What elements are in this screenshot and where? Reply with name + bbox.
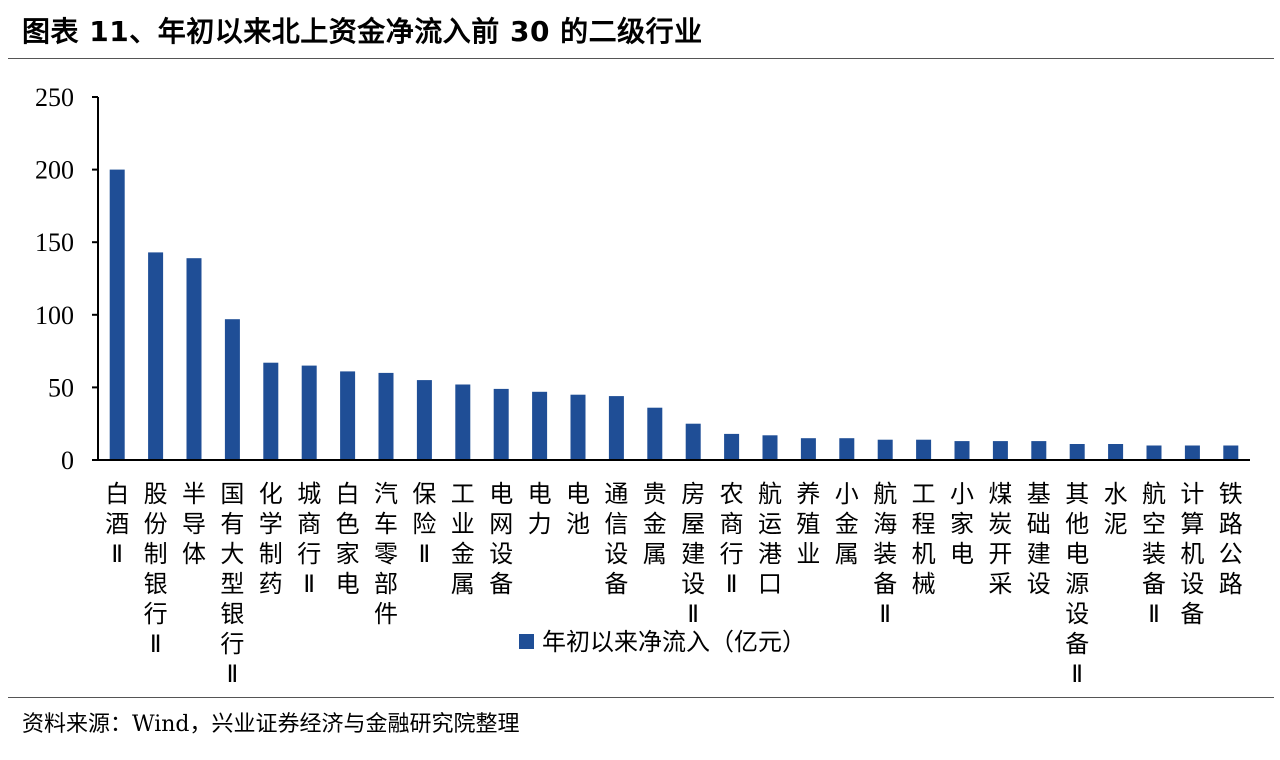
category-label: 汽车零部件 xyxy=(374,480,398,628)
category-label: 保险 Ⅱ xyxy=(412,480,436,568)
bar xyxy=(762,435,778,460)
category-label: 基础建设 xyxy=(1027,480,1051,598)
bar xyxy=(224,319,240,460)
category-label: 航运港口 xyxy=(758,480,782,598)
category-label: 股份制银行 Ⅱ xyxy=(144,480,168,658)
category-label: 化学制药 xyxy=(259,480,283,598)
bar xyxy=(148,252,164,460)
category-label: 贵金属 xyxy=(643,480,667,568)
bar xyxy=(1108,444,1124,460)
legend-swatch xyxy=(519,634,534,649)
category-label: 航海装备 Ⅱ xyxy=(873,480,897,628)
category-label: 农商行 Ⅱ xyxy=(720,480,744,598)
y-tick-label: 100 xyxy=(35,301,74,330)
y-tick-label: 50 xyxy=(48,373,74,402)
footer-divider xyxy=(8,697,1274,698)
category-label: 其他电源设备 Ⅱ xyxy=(1065,480,1089,688)
bar xyxy=(263,362,279,460)
category-label: 养殖业 xyxy=(796,480,820,568)
bar xyxy=(416,380,432,460)
bar xyxy=(916,439,932,460)
bar xyxy=(608,396,624,460)
category-label: 工业金属 xyxy=(451,480,475,598)
source-note: 资料来源：Wind，兴业证券经济与金融研究院整理 xyxy=(22,712,520,737)
category-label: 通信设备 xyxy=(604,480,628,598)
category-label: 煤炭开采 xyxy=(988,480,1012,598)
category-label: 房屋建设 Ⅱ xyxy=(681,480,705,628)
bar xyxy=(1031,441,1047,460)
y-tick-label: 250 xyxy=(35,83,74,112)
bar xyxy=(839,438,855,460)
bar xyxy=(647,407,663,460)
bar xyxy=(992,441,1008,460)
header-divider xyxy=(8,58,1274,59)
bar xyxy=(1223,445,1239,460)
bars xyxy=(109,169,1239,460)
bar xyxy=(340,371,356,460)
category-label: 电池 xyxy=(566,480,590,538)
category-label: 铁路公路 xyxy=(1219,480,1243,598)
bar xyxy=(954,441,970,460)
legend: 年初以来净流入（亿元） xyxy=(519,628,806,656)
bar xyxy=(1184,445,1200,460)
bar xyxy=(455,384,471,460)
bar xyxy=(301,365,317,460)
category-label: 计算机设备 xyxy=(1180,480,1204,628)
bar xyxy=(800,438,816,460)
legend-label: 年初以来净流入（亿元） xyxy=(542,628,806,656)
bar xyxy=(724,433,740,460)
category-label: 城商行 Ⅱ xyxy=(297,480,321,598)
bar xyxy=(378,372,394,460)
page-title: 图表 11、年初以来北上资金净流入前 30 的二级行业 xyxy=(22,15,703,48)
y-tick-label: 150 xyxy=(35,228,74,257)
category-label: 电力 xyxy=(528,480,552,538)
category-label: 半导体 xyxy=(182,480,206,568)
y-tick-label: 0 xyxy=(61,446,74,475)
bar xyxy=(685,423,701,460)
bar xyxy=(1146,445,1162,460)
category-label: 白色家电 xyxy=(336,480,360,598)
category-label: 小金属 xyxy=(835,480,859,568)
bar xyxy=(877,439,893,460)
bar xyxy=(532,391,548,460)
category-label: 航空装备 Ⅱ xyxy=(1142,480,1166,628)
bar xyxy=(493,388,509,460)
y-tick-label: 200 xyxy=(35,156,74,185)
category-label: 国有大型银行 Ⅱ xyxy=(220,480,244,688)
category-label: 工程机械 xyxy=(912,480,936,598)
category-label: 电网设备 xyxy=(489,480,513,598)
category-label: 白酒 Ⅱ xyxy=(105,480,129,568)
bar xyxy=(109,169,125,460)
bar xyxy=(186,258,202,460)
bar xyxy=(570,394,586,460)
category-label: 水泥 xyxy=(1104,480,1128,538)
bar xyxy=(1069,444,1085,460)
y-axis: 0 50 100 150 200 250 xyxy=(35,83,99,475)
category-label: 小家电 xyxy=(950,480,974,568)
